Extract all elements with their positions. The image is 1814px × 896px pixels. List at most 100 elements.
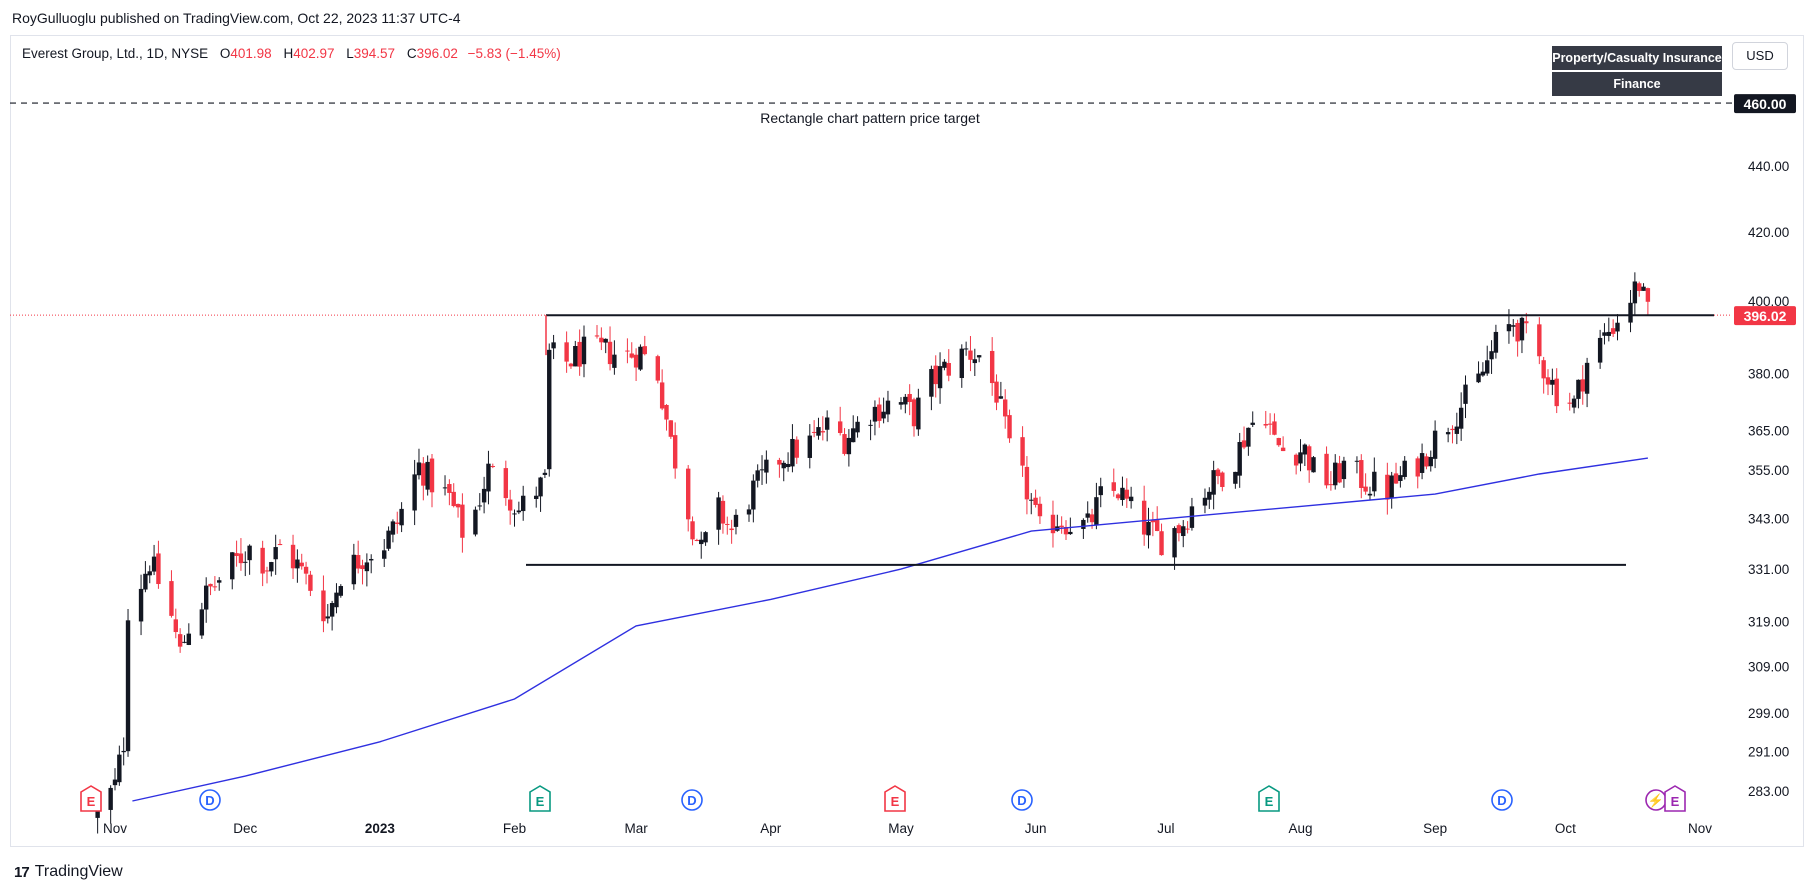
candle-body bbox=[1545, 377, 1551, 385]
dividend-marker bbox=[681, 789, 703, 811]
candle-body bbox=[1172, 528, 1177, 558]
candle-body bbox=[151, 556, 157, 572]
candle-body bbox=[186, 633, 192, 645]
candle-body bbox=[273, 547, 278, 560]
y-tick-label: 365.00 bbox=[1748, 424, 1789, 439]
x-tick-label: Jun bbox=[1025, 821, 1047, 836]
candle-body bbox=[208, 583, 213, 587]
x-tick-label: Jul bbox=[1157, 821, 1174, 836]
candle-body bbox=[720, 500, 726, 524]
candle-body bbox=[837, 421, 843, 434]
y-tick-label: 309.00 bbox=[1748, 660, 1789, 675]
candle-body bbox=[1597, 337, 1603, 363]
candle-body bbox=[399, 508, 404, 526]
candle-body bbox=[451, 491, 456, 507]
high-label: H bbox=[283, 46, 294, 61]
candle-body bbox=[1424, 456, 1429, 467]
symbol-name[interactable]: Everest Group, Ltd., 1D, NYSE bbox=[22, 46, 209, 61]
candle-body bbox=[1128, 496, 1134, 502]
candle-body bbox=[112, 779, 118, 786]
candle-body bbox=[1398, 475, 1403, 481]
x-tick-label: Dec bbox=[233, 821, 257, 836]
candle-body bbox=[512, 513, 517, 515]
earnings-marker bbox=[1664, 785, 1686, 812]
candle-body bbox=[329, 603, 335, 617]
candle-body bbox=[729, 528, 734, 531]
candle-body bbox=[851, 428, 856, 443]
y-tick-label: 319.00 bbox=[1748, 614, 1789, 629]
candle-body bbox=[173, 619, 178, 633]
candle-body bbox=[794, 439, 799, 458]
candle-body bbox=[916, 397, 921, 430]
candle-body bbox=[303, 566, 309, 574]
x-tick-label: Aug bbox=[1288, 821, 1312, 836]
candle-body bbox=[534, 495, 539, 500]
candle-body bbox=[369, 558, 374, 561]
candle-body bbox=[668, 420, 674, 437]
candle-body bbox=[203, 585, 209, 610]
y-tick-label: 440.00 bbox=[1748, 159, 1789, 174]
candle-body bbox=[516, 510, 522, 513]
candle-body bbox=[247, 545, 252, 561]
y-tick-label: 291.00 bbox=[1748, 745, 1789, 760]
candle-body bbox=[842, 434, 847, 454]
candle-body bbox=[659, 382, 665, 409]
candle-body bbox=[481, 488, 487, 503]
candle-body bbox=[1154, 520, 1160, 532]
candle-body bbox=[1458, 407, 1464, 429]
x-tick-label: Nov bbox=[1688, 821, 1712, 836]
candle-body bbox=[1476, 373, 1481, 383]
candle-body bbox=[1628, 302, 1633, 323]
candle-body bbox=[1419, 453, 1425, 473]
y-tick-label: 299.00 bbox=[1748, 706, 1789, 721]
candle-body bbox=[290, 544, 296, 569]
candle-body bbox=[473, 509, 478, 535]
candle-body bbox=[963, 348, 969, 350]
candle-body bbox=[968, 350, 973, 360]
candle-body bbox=[460, 504, 465, 538]
candle-body bbox=[1519, 317, 1525, 341]
candle-body bbox=[1181, 526, 1186, 537]
candle-body bbox=[1480, 371, 1486, 376]
candle-body bbox=[946, 363, 951, 376]
candle-body bbox=[1485, 360, 1490, 374]
candle-body bbox=[599, 337, 604, 343]
candle-body bbox=[1450, 428, 1455, 431]
candle-body bbox=[1115, 494, 1121, 499]
candle-body bbox=[824, 417, 830, 430]
candle-body bbox=[811, 431, 817, 433]
candle-body bbox=[872, 406, 878, 422]
candle-body bbox=[1020, 437, 1025, 466]
candle-body bbox=[1276, 437, 1281, 446]
candle-body bbox=[1298, 452, 1303, 464]
candle-body bbox=[351, 554, 357, 585]
candle-body bbox=[746, 509, 752, 515]
candle-body bbox=[942, 361, 947, 368]
currency-button[interactable]: USD bbox=[1732, 42, 1788, 70]
candle-body bbox=[1606, 331, 1612, 336]
dividend-label: D bbox=[1017, 793, 1026, 808]
candle-body bbox=[547, 349, 552, 470]
candle-body bbox=[177, 634, 183, 647]
candle-body bbox=[716, 497, 721, 530]
candle-body bbox=[1141, 500, 1147, 535]
candle-body bbox=[1124, 489, 1129, 499]
open-label: O bbox=[219, 46, 231, 61]
target-annotation: Rectangle chart pattern price target bbox=[760, 110, 980, 126]
candle-body bbox=[169, 581, 174, 616]
candle-body bbox=[1241, 440, 1247, 448]
candle-body bbox=[1632, 281, 1638, 304]
candle-body bbox=[1576, 379, 1581, 399]
candle-body bbox=[1389, 475, 1394, 499]
candle-body bbox=[1029, 499, 1034, 501]
candle-body bbox=[1363, 486, 1368, 492]
candle-body bbox=[911, 399, 917, 427]
last-price-tag-bg bbox=[1734, 306, 1796, 326]
candle-body bbox=[751, 480, 756, 510]
candle-body bbox=[486, 463, 491, 492]
candle-body bbox=[295, 559, 300, 569]
candle-body bbox=[1202, 497, 1208, 506]
candle-body bbox=[868, 424, 873, 426]
candle-body bbox=[108, 787, 113, 810]
